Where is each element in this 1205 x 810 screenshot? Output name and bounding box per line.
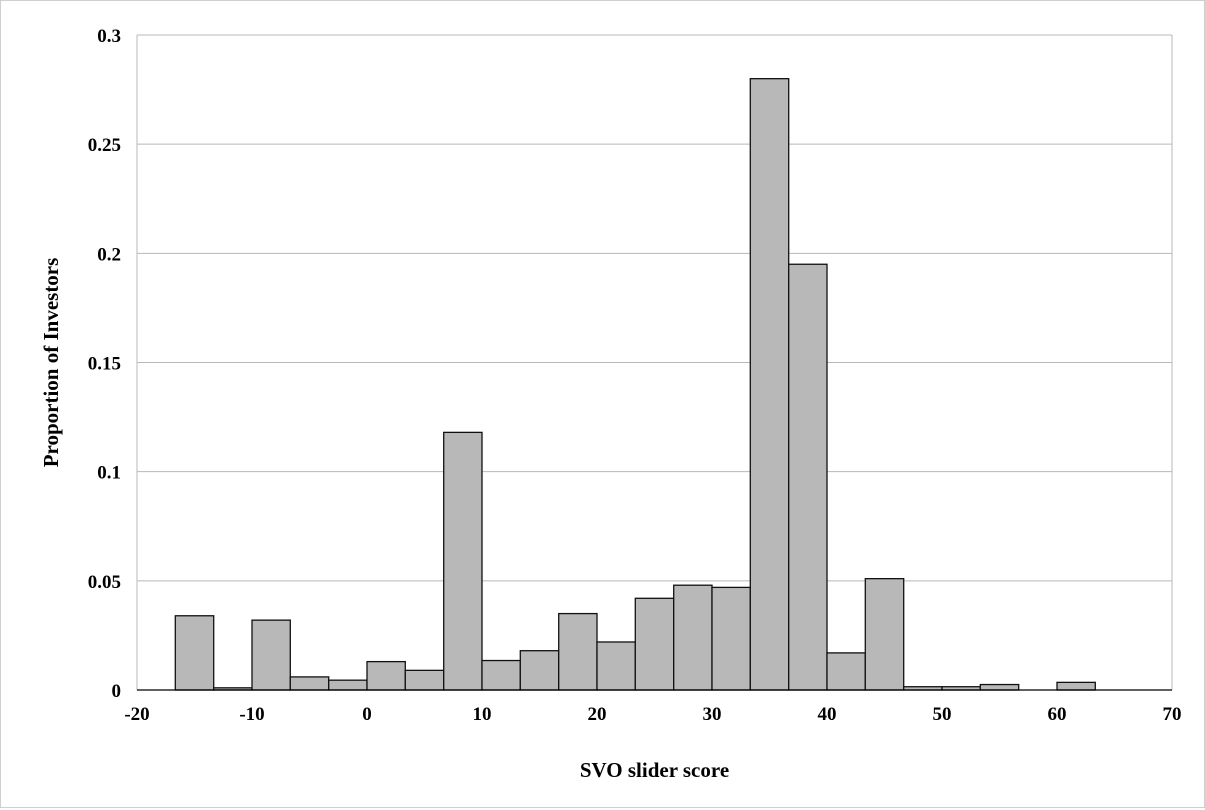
histogram-bar — [711, 586, 751, 691]
histogram-bar — [443, 431, 483, 691]
gridlines — [136, 34, 1173, 690]
histogram-bars — [174, 78, 1096, 691]
x-tick-label: -10 — [239, 704, 264, 725]
x-tick-label: 10 — [473, 704, 492, 725]
x-tick-label: 50 — [933, 704, 952, 725]
y-tick-label: 0 — [112, 681, 122, 702]
histogram-bar — [174, 615, 215, 691]
histogram-bar — [673, 584, 713, 691]
histogram-bar — [251, 619, 291, 691]
histogram-bar — [289, 676, 330, 691]
x-tick-label: -20 — [124, 704, 149, 725]
histogram-bar — [826, 652, 866, 691]
histogram-bar — [404, 669, 445, 691]
histogram-bar — [979, 683, 1020, 691]
histogram-bar — [634, 597, 675, 691]
x-tick-label: 30 — [703, 704, 722, 725]
histogram-bar — [1056, 681, 1096, 691]
y-tick-label: 0.25 — [88, 135, 121, 156]
histogram-bar — [481, 659, 521, 691]
y-tick-labels: 0 0.05 0.1 0.15 0.2 0.25 0.3 — [88, 26, 121, 702]
x-tick-label: 70 — [1163, 704, 1182, 725]
histogram-bar — [366, 660, 406, 691]
histogram-bar — [558, 612, 598, 691]
y-tick-label: 0.15 — [88, 354, 121, 375]
histogram-bar — [864, 578, 905, 691]
x-tick-label: 0 — [362, 704, 372, 725]
y-tick-label: 0.3 — [97, 26, 121, 47]
y-axis-title: Proportion of Investors — [39, 258, 63, 468]
x-tick-labels: -20 -10 0 10 20 30 40 50 60 70 — [124, 704, 1181, 725]
x-tick-label: 40 — [818, 704, 837, 725]
histogram-bar — [328, 679, 368, 691]
histogram-bar — [596, 641, 636, 691]
x-tick-label: 60 — [1048, 704, 1067, 725]
y-tick-label: 0.1 — [97, 463, 121, 484]
x-axis-title: SVO slider score — [580, 758, 729, 782]
histogram-bar — [788, 263, 828, 691]
x-tick-label: 20 — [588, 704, 607, 725]
y-tick-label: 0.2 — [97, 244, 121, 265]
histogram-bar — [749, 78, 790, 691]
histogram-bar — [519, 650, 560, 691]
y-tick-label: 0.05 — [88, 572, 121, 593]
